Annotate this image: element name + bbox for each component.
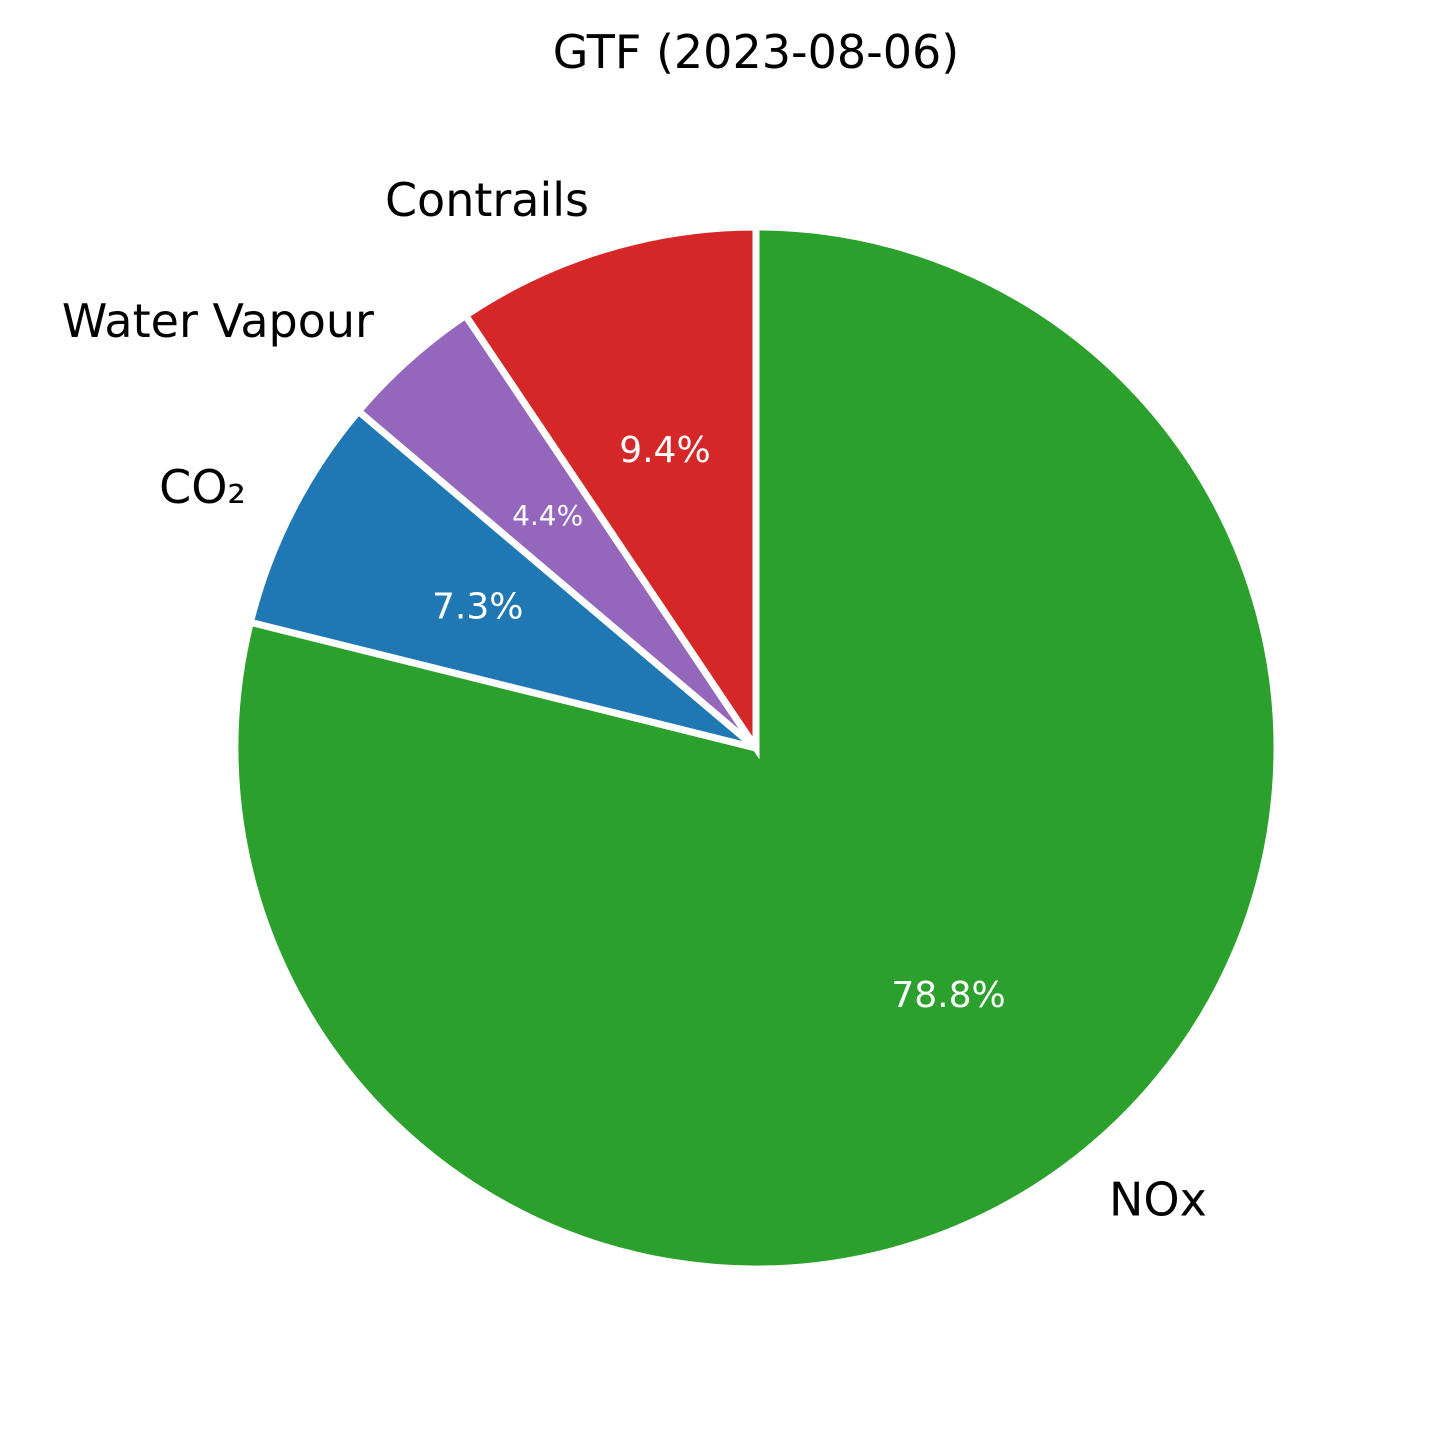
slice-percent-label: 78.8% [891, 975, 1005, 1016]
slice-percent-label: 7.3% [432, 586, 523, 627]
slice-label: CO₂ [159, 460, 246, 514]
pie-slice-co- [246, 406, 759, 752]
slice-percent-label: 4.4% [512, 499, 583, 532]
slice-percent-label: 9.4% [619, 430, 710, 471]
pie-labels: NOx 78.8% CO₂ 7.3% Water Vapour 4.4% Contrails… [62, 173, 1207, 1227]
chart-title: GTF (2023-08-06) [553, 25, 959, 79]
slice-label: Water Vapour [62, 294, 374, 348]
slice-label: NOx [1109, 1172, 1207, 1226]
pie-slice-contrails [460, 223, 760, 760]
slice-label: Contrails [385, 173, 589, 227]
pie-slices [231, 223, 1281, 1273]
